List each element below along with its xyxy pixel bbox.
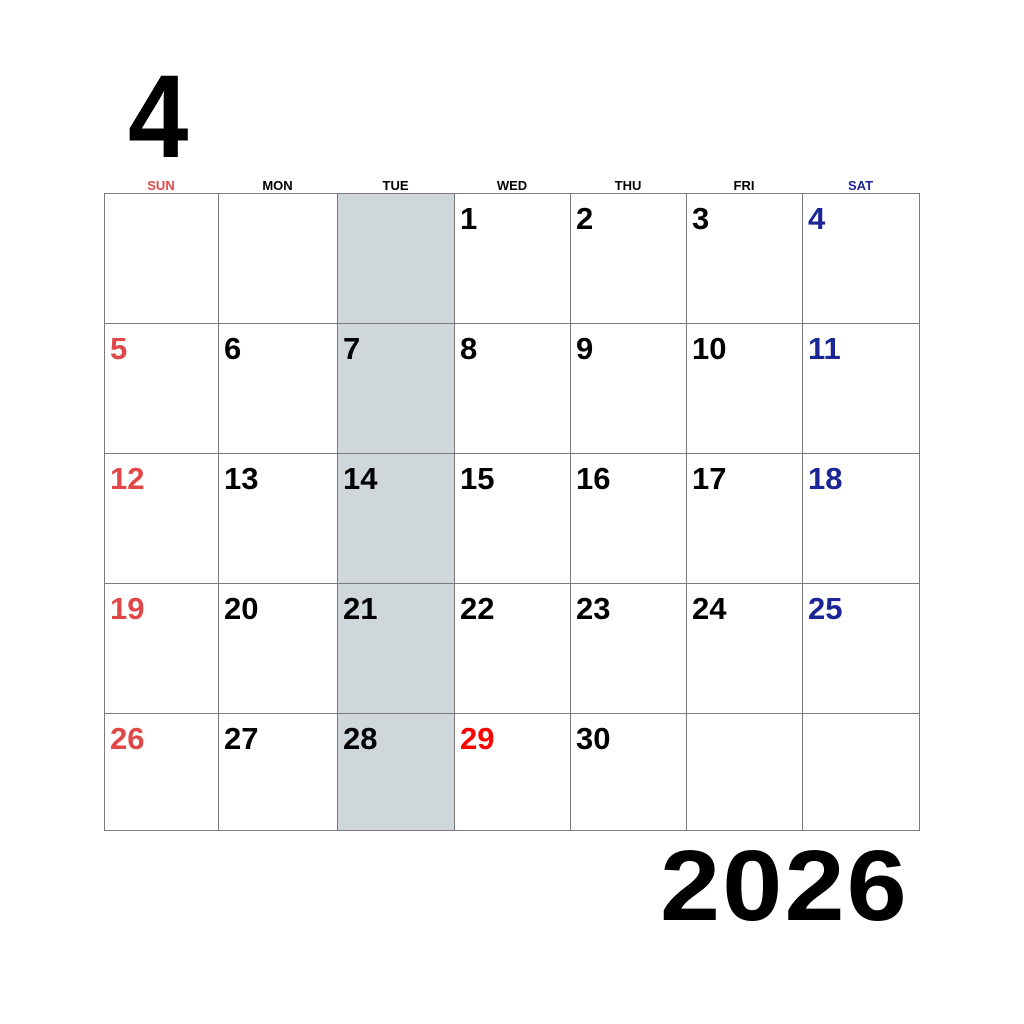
day-number: 13 [224, 461, 259, 496]
day-cell: 22 [454, 583, 570, 713]
weekday-header-row: SUN MON TUE WED THU FRI SAT [104, 178, 920, 194]
day-number: 20 [224, 591, 259, 626]
grid-line-horizontal [104, 583, 920, 584]
day-number: 26 [110, 721, 145, 756]
day-cell [802, 713, 919, 830]
day-number: 19 [110, 591, 145, 626]
day-number: 8 [460, 331, 478, 366]
day-cell: 17 [686, 453, 802, 583]
day-number: 30 [576, 721, 611, 756]
grid-line-vertical [686, 193, 687, 831]
day-number: 25 [808, 591, 843, 626]
grid-line-horizontal [104, 193, 920, 194]
day-number: 11 [808, 331, 841, 366]
day-cell: 20 [218, 583, 337, 713]
grid-line-horizontal [104, 323, 920, 324]
day-cell: 5 [104, 323, 218, 453]
day-cell: 30 [570, 713, 686, 830]
day-cell: 7 [337, 323, 454, 453]
day-cell: 23 [570, 583, 686, 713]
day-number: 17 [692, 461, 727, 496]
grid-line-vertical [919, 193, 920, 831]
day-cell: 19 [104, 583, 218, 713]
day-cell: 18 [802, 453, 919, 583]
day-cell: 29 [454, 713, 570, 830]
day-number: 14 [343, 461, 378, 496]
day-number: 27 [224, 721, 259, 756]
day-cell: 27 [218, 713, 337, 830]
grid-line-vertical [454, 193, 455, 831]
day-number: 6 [224, 331, 242, 366]
day-cell [686, 713, 802, 830]
day-cell: 8 [454, 323, 570, 453]
day-number: 22 [460, 591, 495, 626]
day-number: 28 [343, 721, 378, 756]
day-number: 2 [576, 201, 594, 236]
grid-line-vertical [218, 193, 219, 831]
day-cell: 16 [570, 453, 686, 583]
day-cell: 14 [337, 453, 454, 583]
day-cell [337, 193, 454, 323]
day-number: 21 [343, 591, 378, 626]
day-number: 5 [110, 331, 128, 366]
grid-line-horizontal [104, 713, 920, 714]
weekday-tue: TUE [382, 178, 409, 193]
day-number: 23 [576, 591, 611, 626]
day-number: 1 [460, 201, 478, 236]
day-cell [104, 193, 218, 323]
day-number: 15 [460, 461, 495, 496]
day-cell [218, 193, 337, 323]
grid-line-vertical [337, 193, 338, 831]
grid-line-vertical [570, 193, 571, 831]
day-number: 10 [692, 331, 727, 366]
day-cell: 6 [218, 323, 337, 453]
day-number: 7 [343, 331, 361, 366]
day-number: 18 [808, 461, 843, 496]
day-cell: 24 [686, 583, 802, 713]
day-cell: 10 [686, 323, 802, 453]
weekday-thu: THU [614, 178, 642, 193]
day-cell: 11 [802, 323, 919, 453]
day-cell: 2 [570, 193, 686, 323]
day-cell: 25 [802, 583, 919, 713]
weekday-fri: FRI [733, 178, 755, 193]
day-cell: 9 [570, 323, 686, 453]
day-cell: 13 [218, 453, 337, 583]
day-number: 29 [460, 721, 495, 756]
day-cell: 4 [802, 193, 919, 323]
day-cell: 21 [337, 583, 454, 713]
calendar-grid: 1 2 3 4 5 6 7 8 9 10 11 12 13 14 15 16 17 18 19 20 21 22 23 24 2… [104, 193, 920, 831]
day-cell: 12 [104, 453, 218, 583]
grid-line-horizontal [104, 453, 920, 454]
grid-line-vertical [104, 193, 105, 831]
shaded-column [337, 193, 454, 831]
day-number: 24 [692, 591, 727, 626]
grid-line-vertical [802, 193, 803, 831]
day-cell: 28 [337, 713, 454, 830]
day-cell: 26 [104, 713, 218, 830]
day-number: 4 [808, 201, 826, 236]
day-number: 3 [692, 201, 710, 236]
year: 2026 [660, 830, 909, 942]
weekday-wed: WED [496, 178, 528, 193]
weekday-mon: MON [262, 178, 293, 193]
day-cell: 15 [454, 453, 570, 583]
day-number: 16 [576, 461, 611, 496]
weekday-sat: SAT [847, 178, 874, 193]
weekday-sun: SUN [147, 178, 175, 193]
grid-line-horizontal [104, 830, 920, 831]
day-cell: 1 [454, 193, 570, 323]
month-number: 4 [128, 51, 189, 183]
day-cell: 3 [686, 193, 802, 323]
day-number: 12 [110, 461, 145, 496]
day-number: 9 [576, 331, 594, 366]
